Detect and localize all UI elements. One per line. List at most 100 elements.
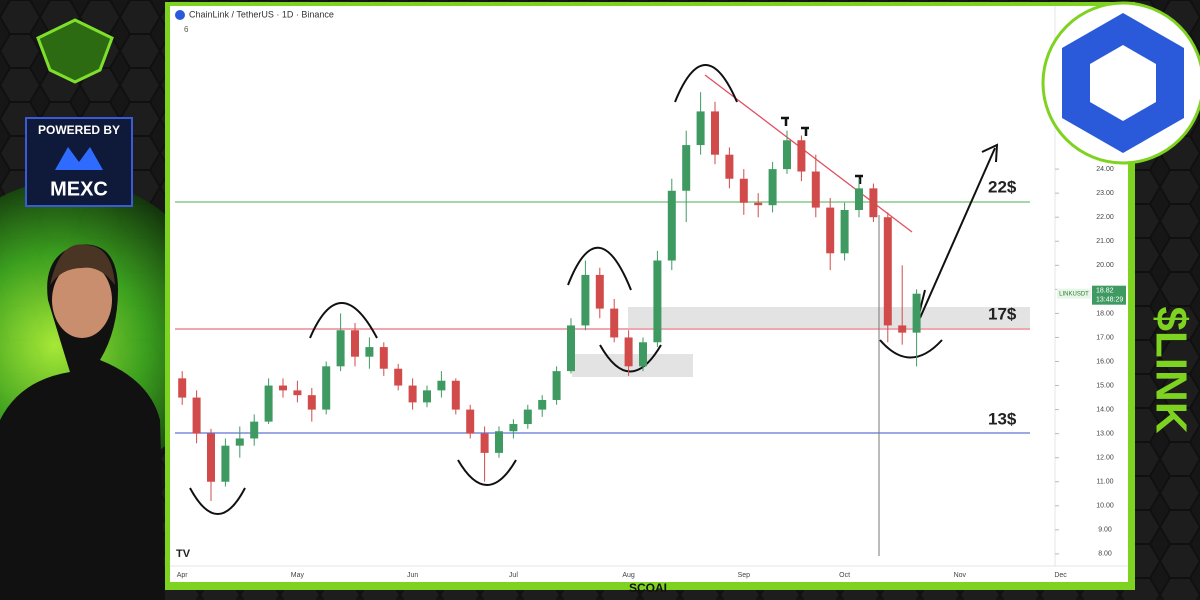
candle-body (279, 385, 287, 391)
candle-body (351, 330, 359, 357)
candle-body (408, 385, 417, 403)
y-tick-label: 21.00 (1096, 238, 1114, 245)
x-tick-label: Apr (177, 572, 189, 579)
person-hair (50, 244, 115, 285)
y-tick-label: 8.00 (1098, 551, 1112, 558)
candle-body (480, 433, 489, 453)
candle-body (552, 371, 561, 400)
candle-body (768, 169, 777, 206)
annotation: 17$ (988, 304, 1017, 323)
candle-body (523, 409, 532, 425)
pattern-arcs (189, 64, 999, 515)
y-tick-label: 16.00 (1096, 358, 1114, 365)
arc (457, 459, 517, 486)
symbol-tag: LINKUSDT (1059, 291, 1089, 297)
candle-body (394, 368, 403, 386)
candle-body (682, 145, 691, 191)
candle-body (307, 395, 316, 410)
candle-body (423, 390, 431, 403)
brand-logo (36, 18, 114, 84)
candle-body (855, 188, 863, 211)
candle-body (264, 385, 273, 422)
arrow-head (981, 143, 999, 163)
candle-body (495, 431, 503, 453)
y-tick-label: 12.00 (1096, 455, 1114, 462)
footer-brand: SCOAI (629, 581, 667, 595)
candle-body (811, 171, 820, 208)
candle-body (595, 274, 604, 309)
y-tick-label: 24.00 (1096, 166, 1114, 173)
candle-body (624, 337, 633, 367)
chart-panel (170, 6, 1128, 582)
y-tick-label: 23.00 (1096, 190, 1114, 197)
candle-body (336, 330, 345, 367)
price-tag-countdown: 13:48:29 (1096, 297, 1123, 304)
x-tick-label: Sep (738, 572, 751, 579)
annotation: 13$ (988, 409, 1017, 428)
y-tick-label: 13.00 (1096, 430, 1114, 437)
candle-body (783, 140, 791, 170)
hammer (855, 174, 863, 184)
candle-body (379, 347, 388, 369)
candle-body (653, 260, 662, 343)
price-tag-bg (1092, 285, 1126, 305)
hammer (801, 126, 809, 136)
arc (189, 487, 246, 515)
candle-body (365, 347, 374, 357)
arc (309, 302, 378, 339)
mexc-icon (55, 147, 103, 170)
arc (674, 64, 738, 103)
candle-body (538, 399, 547, 410)
x-tick-label: Jul (509, 572, 518, 579)
candle-body (754, 202, 763, 206)
annotation: 22$ (988, 177, 1017, 196)
powered-by: POWERED BY (38, 123, 120, 137)
y-tick-label: 15.00 (1096, 382, 1114, 389)
trend-line (704, 74, 913, 233)
symbol-icon (175, 10, 185, 20)
candle-body (293, 390, 302, 396)
candle-body (235, 438, 244, 446)
candle-body (667, 190, 676, 261)
candle-body (696, 111, 705, 146)
y-tick-label: 11.00 (1097, 479, 1114, 486)
candle-body (610, 308, 619, 338)
ticker: $LINK (1146, 306, 1195, 433)
hammer-marks (781, 116, 863, 184)
candle-body (869, 188, 878, 218)
y-tick-label: 20.00 (1096, 262, 1114, 269)
y-tick-label: 10.00 (1096, 503, 1114, 510)
candle-body (898, 325, 907, 333)
candle-body (451, 380, 460, 410)
arc (879, 339, 943, 359)
candle-body (581, 274, 590, 326)
coin-hexagon-inner (1090, 45, 1156, 121)
exchange-name: MEXC (50, 178, 108, 200)
candle-body (509, 424, 518, 432)
candle-body (840, 210, 849, 254)
x-tick-label: May (291, 572, 305, 579)
plot: 8.00 9.00 10.00 11.00 12.00 13.00 14.00 15.00 16… (177, 92, 1126, 579)
candle-body (567, 325, 575, 372)
x-tick-label: Dec (1054, 572, 1067, 579)
person-silhouette (0, 244, 165, 600)
x-tick-label: Aug (622, 572, 635, 579)
candle-body (711, 111, 719, 155)
candle-body (221, 445, 230, 482)
y-tick-label: 17.00 (1096, 334, 1114, 341)
candle-body (639, 342, 647, 367)
x-tick-label: Nov (954, 572, 967, 579)
y-tick-label: 14.00 (1096, 406, 1114, 413)
symbol-title: ChainLink / TetherUS · 1D · Binance (189, 9, 334, 19)
symbol-tag-bg (1057, 288, 1091, 299)
candle-body (826, 207, 835, 254)
person-face (52, 262, 112, 338)
candle-body (192, 397, 201, 434)
candle-body (437, 380, 446, 391)
candle-body (725, 154, 734, 179)
candle-body (322, 366, 331, 410)
indicator-count: 6 (184, 25, 189, 34)
arc (599, 344, 662, 373)
candle-body (912, 293, 921, 333)
